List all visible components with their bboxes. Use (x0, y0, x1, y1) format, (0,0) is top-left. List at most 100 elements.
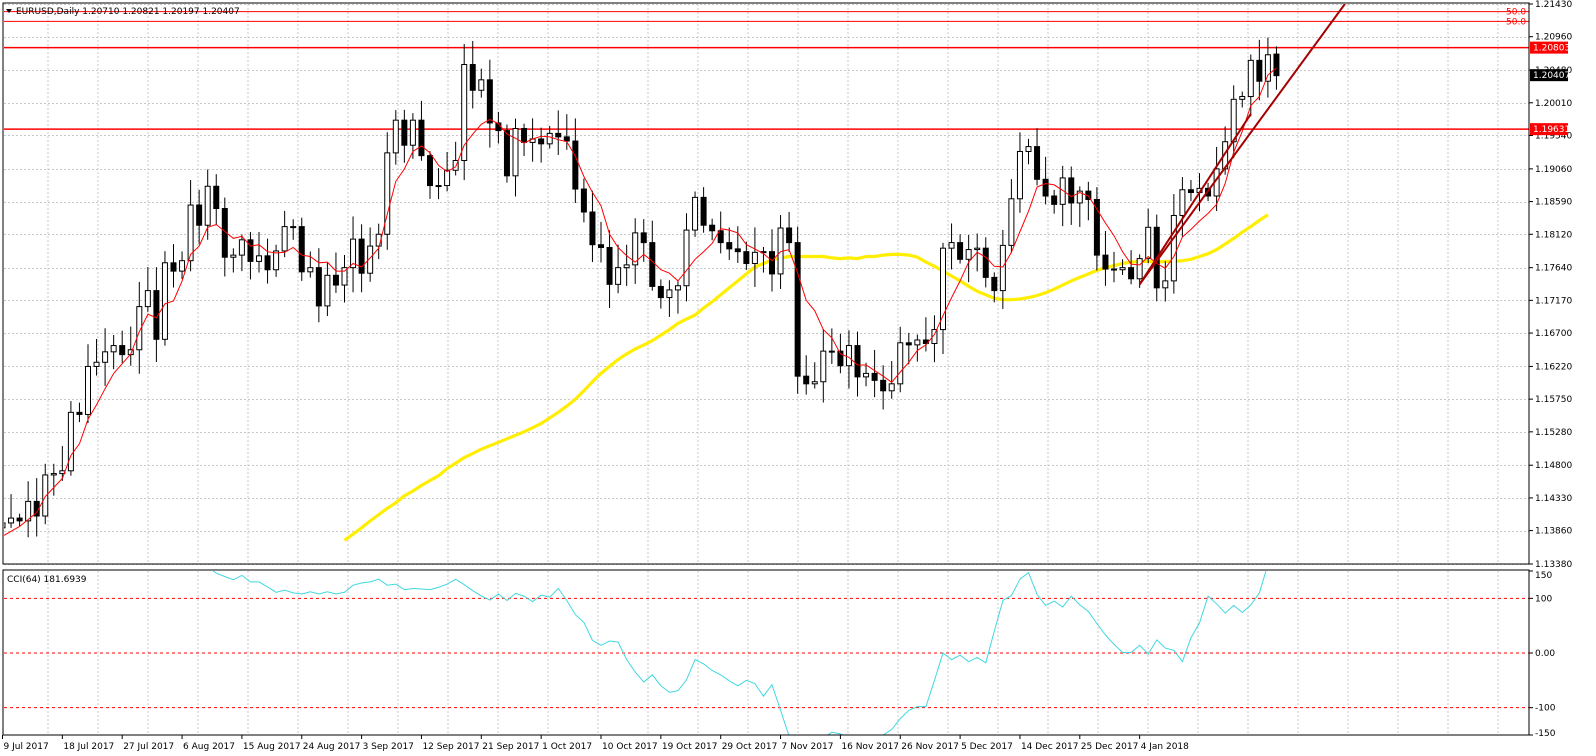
candle (358, 224, 365, 293)
candle-body-bear (905, 342, 912, 346)
candle (863, 362, 870, 387)
candle (42, 463, 49, 525)
cci-title: CCI(64) 181.6939 (7, 575, 87, 585)
candle-body-bull (888, 383, 895, 392)
candle-body-bull (324, 274, 331, 307)
candle-body-bull (1059, 177, 1066, 205)
trendlines (1138, 4, 1346, 285)
fib-edge-label: 50.0 (1506, 8, 1526, 18)
candle-body-bull (273, 250, 280, 271)
candle-body-bull (452, 160, 459, 171)
candle-body-bull (1170, 214, 1177, 282)
candle (392, 110, 399, 165)
candle-body-bull (1179, 189, 1186, 216)
candle-body-bull (974, 247, 981, 251)
candle-body-bull (965, 249, 972, 260)
candle (298, 217, 305, 281)
candle (709, 218, 716, 241)
cci-plot[interactable] (4, 544, 1529, 746)
candle-body-bull (1008, 198, 1015, 246)
candle (572, 118, 579, 204)
candle (367, 227, 374, 282)
candle-body-bear (153, 290, 160, 340)
candle (161, 251, 168, 346)
time-tick-label: 7 Nov 2017 (782, 742, 834, 752)
candle (1093, 187, 1100, 271)
candle (238, 234, 245, 272)
candle (256, 231, 262, 273)
candle (880, 365, 887, 410)
candle (563, 114, 570, 150)
candle (820, 328, 827, 403)
candle (307, 251, 314, 278)
time-axis: 9 Jul 2017 18 Jul 2017 27 Jul 2017 6 Aug 20… (2, 735, 1189, 752)
candle (452, 141, 459, 176)
candle (931, 315, 938, 363)
price-tick-label: 1.15750 (1535, 395, 1572, 405)
candle-body-bear (1068, 177, 1075, 204)
candle (692, 191, 699, 237)
candle (1111, 251, 1117, 283)
candle-body-bear (503, 130, 510, 177)
candle (982, 237, 989, 288)
candle (503, 124, 510, 183)
price-tick-label: 1.14330 (1535, 494, 1572, 504)
cci-tick-label: 100 (1535, 594, 1552, 604)
candle (1102, 230, 1109, 286)
plot-frames (2, 2, 1530, 736)
candle (606, 230, 613, 308)
time-tick-label: 5 Dec 2017 (961, 742, 1013, 752)
candle (478, 68, 485, 98)
candle-body-bear (700, 196, 707, 226)
candle-body-bull (692, 196, 699, 231)
time-tick-label: 19 Oct 2017 (662, 742, 718, 752)
candle (512, 118, 519, 197)
candle-body-bear (1256, 59, 1263, 82)
candle (153, 267, 160, 362)
candle-body-bull (820, 350, 827, 383)
candle-body-bear (717, 230, 724, 244)
candle-body-bull (674, 285, 681, 291)
candle-body-bear (1128, 267, 1135, 280)
price-plot[interactable] (0, 4, 1529, 549)
candle-body-bull (307, 267, 314, 273)
candle (1076, 186, 1083, 227)
candle (204, 169, 211, 240)
candle-body-bull (546, 132, 553, 145)
chart-menu-arrow-icon[interactable] (6, 9, 12, 13)
candle (4, 522, 6, 529)
candle-body-bull (136, 306, 143, 351)
candle-body-bear (427, 155, 433, 187)
candle-body-bear (1187, 189, 1194, 194)
candle (486, 59, 493, 148)
candle-body-bear (880, 379, 887, 392)
candle (119, 330, 126, 363)
candle (854, 331, 861, 397)
price-tick-label: 1.17640 (1535, 264, 1572, 274)
price-tick-label: 1.13860 (1535, 527, 1572, 537)
time-tick-label: 16 Nov 2017 (841, 742, 899, 752)
candle-body-bear (555, 132, 562, 138)
candle-body-bull (478, 79, 485, 91)
candle-body-bear (247, 239, 254, 262)
candle (1034, 128, 1041, 186)
candle-body-bull (161, 262, 168, 340)
candle (144, 267, 151, 312)
candle-body-bear (598, 244, 604, 248)
candle (1264, 37, 1271, 98)
candle (751, 227, 758, 287)
price-tick-label: 1.13380 (1535, 560, 1572, 570)
candle (281, 210, 288, 258)
candle-body-bull (8, 517, 15, 524)
candle-body-bear (709, 224, 716, 232)
cci-tick-label: -150 (1535, 729, 1556, 739)
candle (666, 280, 673, 317)
candle (1145, 208, 1152, 264)
fib-edge-label: 50.0 (1506, 17, 1526, 27)
cci-axis: 150 100 0.00 -100 -150 (1529, 570, 1556, 739)
candles (4, 37, 1280, 538)
candle (127, 326, 134, 366)
candle-body-bull (230, 254, 237, 258)
price-tick-label: 1.19540 (1535, 131, 1572, 141)
